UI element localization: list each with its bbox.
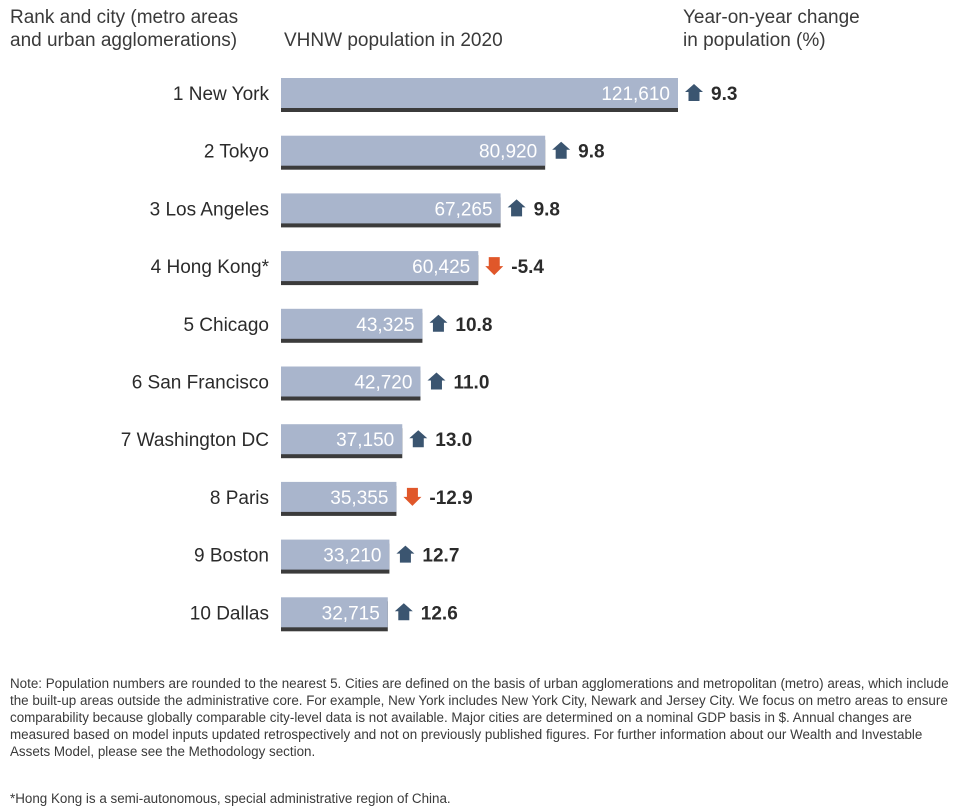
change-label: -12.9 (429, 488, 472, 509)
up-arrow-icon (429, 314, 448, 332)
change-label: -5.4 (511, 257, 544, 278)
change-label: 12.6 (421, 603, 458, 624)
bar (281, 251, 479, 282)
bar (281, 135, 546, 166)
value-column-header: VHNW population in 2020 (284, 30, 503, 51)
bar (281, 78, 678, 108)
rank-column-header: Rank and city (metro areas and urban agg… (10, 7, 239, 51)
bar (281, 539, 390, 570)
bar (281, 193, 501, 224)
change-label: 9.8 (534, 199, 560, 220)
category-label: 4 Hong Kong* (151, 257, 270, 278)
value-label: 67,265 (434, 199, 492, 220)
up-arrow-icon (427, 372, 446, 390)
bar (281, 481, 397, 512)
up-arrow-icon (394, 603, 413, 621)
change-label: 9.3 (711, 84, 737, 105)
value-label: 80,920 (479, 142, 537, 163)
value-label: 43,325 (356, 315, 414, 336)
category-label: 8 Paris (210, 488, 269, 509)
change-label: 13.0 (435, 430, 472, 451)
vhnw-population-bar-chart: 1 New York 121,610 9.3 2 Tokyo 80,920 9.8 3 Lo… (121, 78, 737, 632)
value-label: 60,425 (412, 257, 470, 278)
change-column-header: Year-on-year change in population (%) (683, 7, 860, 51)
value-label: 121,610 (601, 84, 670, 105)
category-label: 9 Boston (194, 546, 269, 567)
change-label: 9.8 (578, 142, 604, 163)
down-arrow-icon (403, 487, 422, 506)
category-label: 1 New York (173, 84, 270, 105)
category-label: 7 Washington DC (121, 430, 269, 451)
change-label: 12.7 (422, 546, 459, 567)
category-label: 2 Tokyo (204, 142, 269, 163)
value-label: 33,210 (323, 546, 381, 567)
bar (281, 597, 388, 628)
bar (281, 308, 423, 339)
category-label: 10 Dallas (190, 603, 269, 624)
up-arrow-icon (685, 84, 703, 101)
bar (281, 366, 421, 397)
chart-footnote: *Hong Kong is a semi-autonomous, special… (10, 791, 451, 806)
value-label: 35,355 (330, 488, 388, 509)
up-arrow-icon (396, 545, 415, 563)
up-arrow-icon (507, 199, 526, 217)
chart-notes: Note: Population numbers are rounded to … (10, 676, 949, 759)
value-label: 42,720 (354, 373, 412, 394)
down-arrow-icon (485, 257, 504, 276)
bar (281, 424, 403, 455)
category-label: 6 San Francisco (132, 373, 269, 394)
value-label: 32,715 (322, 603, 380, 624)
up-arrow-icon (409, 430, 428, 448)
value-label: 37,150 (336, 430, 394, 451)
change-label: 11.0 (453, 373, 489, 394)
up-arrow-icon (552, 141, 571, 159)
change-label: 10.8 (455, 315, 492, 336)
category-label: 3 Los Angeles (150, 199, 269, 220)
category-label: 5 Chicago (183, 315, 269, 336)
